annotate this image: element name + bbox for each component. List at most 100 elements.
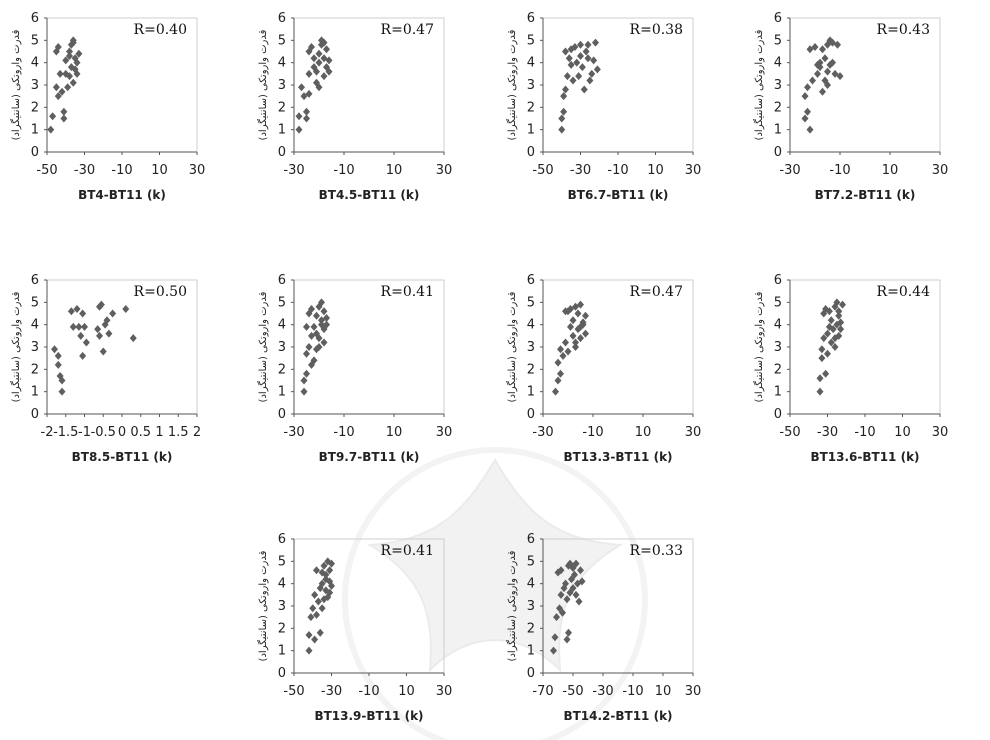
data-point (75, 322, 83, 331)
data-point (592, 38, 599, 47)
data-point (575, 72, 583, 81)
data-point (308, 360, 315, 369)
data-point (79, 351, 87, 360)
y-tick-label: 4 (31, 318, 39, 333)
data-point (809, 76, 816, 85)
y-tick-label: 2 (527, 100, 535, 115)
data-point (305, 646, 313, 655)
data-point (310, 54, 318, 63)
x-tick-label: 30 (932, 163, 949, 178)
scatter-chart-6: 0 1 2 3 4 5 6 -30 -10 10 30 R=0.41 BT9.7-BT11 (k) قدر… (257, 273, 452, 464)
data-point (835, 331, 843, 340)
data-point (313, 67, 320, 76)
data-point (577, 40, 584, 49)
data-point (811, 43, 819, 52)
scatter-chart-4: 0 1 2 3 4 5 6 -30 -10 10 30 R=0.43 BT7.2-BT11 (k) قدر… (753, 11, 948, 202)
plot-area (542, 279, 694, 415)
y-axis-label: قدرت واروتکی (سانتیگراد) (10, 291, 22, 402)
x-tick-label: 10 (894, 425, 911, 440)
data-point (571, 43, 579, 52)
data-point (554, 376, 562, 385)
x-tick-label: 30 (685, 425, 702, 440)
x-tick-label: 30 (685, 684, 702, 699)
data-point (94, 325, 102, 334)
x-tick-label: -10 (358, 684, 379, 699)
x-tick-label: 30 (436, 425, 453, 440)
data-point (569, 316, 577, 325)
data-point (821, 54, 829, 63)
data-point (550, 646, 557, 655)
x-tick-label: -50 (562, 684, 583, 699)
data-point (295, 125, 303, 134)
y-tick-label: 0 (774, 145, 782, 160)
x-tick-label: 10 (151, 163, 168, 178)
x-tick-label: -10 (607, 163, 628, 178)
data-point (837, 318, 845, 327)
y-tick-label: 5 (31, 295, 39, 310)
data-point (303, 349, 310, 358)
x-tick-label: -30 (570, 163, 591, 178)
x-tick-label: 30 (932, 425, 949, 440)
data-point (565, 54, 573, 63)
y-tick-label: 1 (527, 385, 535, 400)
data-point (562, 338, 569, 347)
data-point (325, 56, 333, 65)
y-tick-label: 1 (278, 385, 286, 400)
y-tick-label: 6 (278, 11, 286, 26)
r-annotation: R=0.50 (134, 284, 187, 300)
y-tick-label: 3 (527, 599, 535, 614)
x-tick-label: -2 (41, 425, 54, 440)
y-tick-label: 2 (527, 362, 535, 377)
y-tick-label: 6 (278, 273, 286, 288)
data-point (551, 633, 559, 642)
data-point (573, 58, 581, 67)
data-point (73, 69, 81, 78)
data-point (835, 311, 843, 320)
data-point (305, 631, 313, 640)
data-point (69, 38, 77, 47)
x-tick-label: -50 (283, 684, 304, 699)
data-point (58, 387, 66, 396)
x-tick-label: -0.5 (91, 425, 116, 440)
data-point (593, 65, 601, 74)
data-point (303, 114, 310, 123)
x-tick-label: -1.5 (53, 425, 78, 440)
data-point (305, 343, 313, 351)
y-tick-label: 2 (278, 621, 286, 636)
y-tick-label: 5 (278, 33, 286, 48)
y-tick-label: 6 (527, 11, 535, 26)
data-point (303, 107, 310, 116)
data-point (318, 579, 326, 588)
x-tick-label: 0 (118, 425, 126, 440)
data-point (316, 628, 324, 637)
x-tick-label: -10 (333, 163, 354, 178)
scatter-chart-10: 0 1 2 3 4 5 6 -70 -50 -30 -10 10 30 R=0.33 BT14.2-BT11… (506, 532, 701, 723)
data-point (308, 43, 315, 52)
data-point (326, 566, 334, 575)
y-tick-label: 4 (774, 318, 782, 333)
data-point (315, 49, 323, 58)
y-tick-label: 0 (31, 145, 39, 160)
data-point (574, 309, 582, 318)
data-point (303, 369, 310, 378)
data-point (560, 92, 568, 101)
y-tick-label: 3 (278, 78, 286, 93)
data-point (814, 60, 821, 69)
y-tick-label: 2 (278, 362, 286, 377)
r-annotation: R=0.47 (630, 284, 683, 300)
x-tick-label: -10 (854, 425, 875, 440)
data-point (69, 322, 77, 331)
y-tick-label: 1 (278, 123, 286, 138)
data-point (305, 89, 313, 98)
data-point (586, 76, 594, 85)
y-tick-label: 5 (278, 295, 286, 310)
y-tick-label: 0 (278, 407, 286, 422)
data-point (827, 338, 835, 347)
data-point (323, 313, 330, 322)
data-point (567, 322, 574, 331)
data-point (122, 305, 130, 314)
data-point (577, 300, 584, 309)
data-point (831, 343, 839, 351)
x-tick-label: -30 (283, 163, 304, 178)
r-annotation: R=0.41 (381, 284, 434, 300)
